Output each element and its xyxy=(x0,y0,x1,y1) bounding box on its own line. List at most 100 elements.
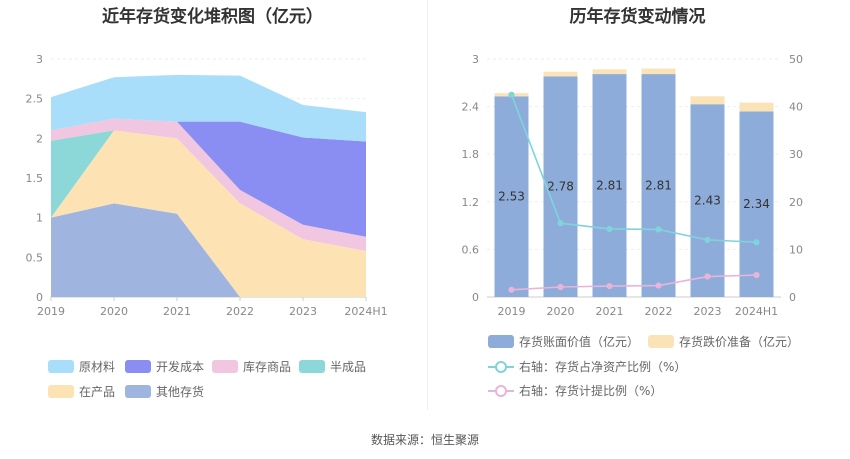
area-other xyxy=(51,203,366,297)
x-tick-label: 2024H1 xyxy=(735,305,778,318)
legend-item-bar_reserve[interactable]: 存货跌价准备（亿元） xyxy=(648,333,799,350)
legend-swatch xyxy=(48,360,74,373)
bar-data-label: 2.43 xyxy=(694,194,721,208)
point-line_ratio xyxy=(557,220,564,227)
bar-data-label: 2.81 xyxy=(596,179,623,193)
line-line_ratio xyxy=(510,94,757,244)
y-tick-label: 0 xyxy=(36,291,43,304)
legend-swatch xyxy=(299,360,325,373)
x-tick-label: 2022 xyxy=(226,305,254,318)
y-tick-label: 0.6 xyxy=(462,243,480,256)
y-tick-label: 2 xyxy=(36,132,43,145)
bar-reserve xyxy=(739,102,774,112)
legend-swatch xyxy=(648,335,674,348)
y-tick-label: 1.2 xyxy=(462,196,480,209)
stacked-area-chart: 0 0.5 1 1.5 2 2.5 3 2019 2020 2021 2022 2023 2024H1 xyxy=(26,53,388,318)
point-line_provision xyxy=(508,286,515,293)
x-tick-label: 2019 xyxy=(37,305,65,318)
bar-data-label: 2.81 xyxy=(645,179,672,193)
legend-item-raw_materials[interactable]: 原材料 xyxy=(48,358,115,375)
point-line_provision xyxy=(606,282,613,290)
point-line_provision xyxy=(704,273,711,280)
legend-item-development_cost[interactable]: 开发成本 xyxy=(125,358,204,375)
legend-label: 其他存货 xyxy=(156,385,205,399)
y2-tick-label: 10 xyxy=(789,243,803,256)
bar-book-value xyxy=(494,96,529,297)
bar-reserve xyxy=(690,96,725,105)
legend-swatch xyxy=(48,385,74,398)
x-tick-label: 2019 xyxy=(498,305,526,318)
area-raw_materials xyxy=(51,74,366,142)
legend-swatch xyxy=(125,360,151,373)
y2-tick-label: 0 xyxy=(789,291,796,304)
legend-label: 开发成本 xyxy=(156,360,205,374)
y-tick-label: 3 xyxy=(472,53,479,66)
left-legend: 原材料 开发成本 库存商品 半成品在产品 其他存货 xyxy=(0,358,425,408)
y2-tick-label: 50 xyxy=(789,53,803,66)
bar-reserve xyxy=(641,68,676,75)
bar-book-value xyxy=(641,74,676,297)
x-tick-label: 2021 xyxy=(596,305,624,318)
legend-item-other[interactable]: 其他存货 xyxy=(125,383,204,400)
legend-label: 库存商品 xyxy=(243,360,292,374)
legend-swatch xyxy=(488,335,514,348)
point-line_ratio xyxy=(753,239,760,246)
bar-book-value xyxy=(543,76,578,297)
y-tick-label: 1.8 xyxy=(462,148,480,161)
x-tick-label: 2023 xyxy=(694,305,722,318)
legend-item-wip[interactable]: 在产品 xyxy=(48,383,115,400)
y-tick-label: 1.5 xyxy=(26,172,44,185)
point-line_ratio xyxy=(655,226,662,233)
bar-book-value xyxy=(739,111,774,297)
legend-label: 原材料 xyxy=(79,360,116,374)
y-tick-label: 3 xyxy=(36,53,43,66)
y2-tick-label: 40 xyxy=(789,101,803,114)
right-chart-title: 历年存货变动情况 xyxy=(569,7,706,27)
legend-item-line_ratio[interactable]: 右轴：存货占净资产比例（%） xyxy=(488,358,686,375)
legend-swatch xyxy=(212,360,238,373)
legend-item-semi_finished[interactable]: 半成品 xyxy=(299,358,366,375)
panel-divider xyxy=(427,0,428,410)
bar-data-label: 2.53 xyxy=(498,190,525,204)
area-inventory_goods xyxy=(51,118,366,251)
y2-tick-label: 30 xyxy=(789,148,803,161)
legend-item-bar_book[interactable]: 存货账面价值（亿元） xyxy=(488,333,639,350)
x-tick-label: 2024H1 xyxy=(344,305,387,318)
y-tick-label: 1 xyxy=(36,212,43,225)
x-tick-label: 2020 xyxy=(547,305,575,318)
legend-swatch xyxy=(488,384,514,397)
legend-item-inventory_goods[interactable]: 库存商品 xyxy=(212,358,291,375)
point-line_provision xyxy=(655,282,662,289)
legend-label: 存货账面价值（亿元） xyxy=(519,335,640,349)
legend-swatch xyxy=(125,385,151,398)
left-chart-title: 近年存货变化堆积图（亿元） xyxy=(102,7,323,27)
bar-reserve xyxy=(543,71,578,77)
bar-data-label: 2.34 xyxy=(743,197,770,211)
bar-book-value xyxy=(690,104,725,297)
y-tick-label: 0 xyxy=(472,291,479,304)
point-line_ratio xyxy=(704,236,711,243)
legend-label: 存货跌价准备（亿元） xyxy=(679,335,800,349)
legend-item-line_provision[interactable]: 右轴：存货计提比例（%） xyxy=(488,382,662,399)
x-tick-label: 2021 xyxy=(163,305,191,318)
bar-data-label: 2.78 xyxy=(547,180,574,194)
legend-label: 右轴：存货占净资产比例（%） xyxy=(519,360,687,374)
legend-label: 在产品 xyxy=(79,385,116,399)
bar-book-value xyxy=(592,74,627,297)
legend-swatch xyxy=(488,360,514,373)
point-line_provision xyxy=(557,283,564,291)
x-tick-label: 2020 xyxy=(100,305,128,318)
line-line_provision xyxy=(511,274,757,291)
area-wip xyxy=(51,130,366,297)
point-line_provision xyxy=(753,272,760,279)
y-tick-label: 2.4 xyxy=(462,101,480,114)
x-tick-label: 2023 xyxy=(289,305,317,318)
point-line_ratio xyxy=(606,225,613,233)
legend-label: 半成品 xyxy=(330,360,367,374)
point-line_ratio xyxy=(508,91,515,98)
y2-tick-label: 20 xyxy=(789,196,803,209)
bar-reserve xyxy=(592,69,627,75)
y-tick-label: 2.5 xyxy=(26,93,44,106)
y-tick-label: 0.5 xyxy=(26,251,44,264)
